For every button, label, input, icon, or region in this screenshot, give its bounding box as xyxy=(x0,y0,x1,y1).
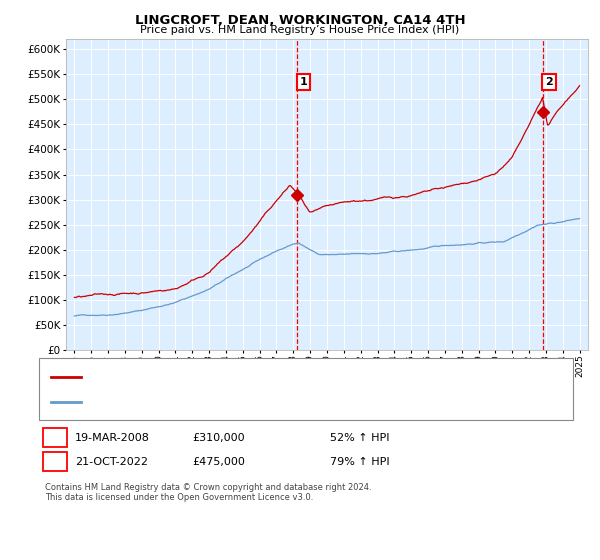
Text: 21-OCT-2022: 21-OCT-2022 xyxy=(75,457,148,467)
Text: £310,000: £310,000 xyxy=(192,433,245,443)
Text: 19-MAR-2008: 19-MAR-2008 xyxy=(75,433,150,443)
Text: 79% ↑ HPI: 79% ↑ HPI xyxy=(330,457,389,467)
Text: 1: 1 xyxy=(51,433,58,443)
Text: HPI: Average price, detached house, Cumberland: HPI: Average price, detached house, Cumb… xyxy=(87,396,344,407)
Text: 1: 1 xyxy=(299,77,307,87)
Text: £475,000: £475,000 xyxy=(192,457,245,467)
Text: 52% ↑ HPI: 52% ↑ HPI xyxy=(330,433,389,443)
Text: LINGCROFT, DEAN, WORKINGTON, CA14 4TH (detached house): LINGCROFT, DEAN, WORKINGTON, CA14 4TH (d… xyxy=(87,372,415,382)
Text: Price paid vs. HM Land Registry’s House Price Index (HPI): Price paid vs. HM Land Registry’s House … xyxy=(140,25,460,35)
Text: Contains HM Land Registry data © Crown copyright and database right 2024.
This d: Contains HM Land Registry data © Crown c… xyxy=(45,483,371,502)
Text: 2: 2 xyxy=(545,77,553,87)
Text: LINGCROFT, DEAN, WORKINGTON, CA14 4TH: LINGCROFT, DEAN, WORKINGTON, CA14 4TH xyxy=(134,14,466,27)
Text: 2: 2 xyxy=(51,457,58,467)
